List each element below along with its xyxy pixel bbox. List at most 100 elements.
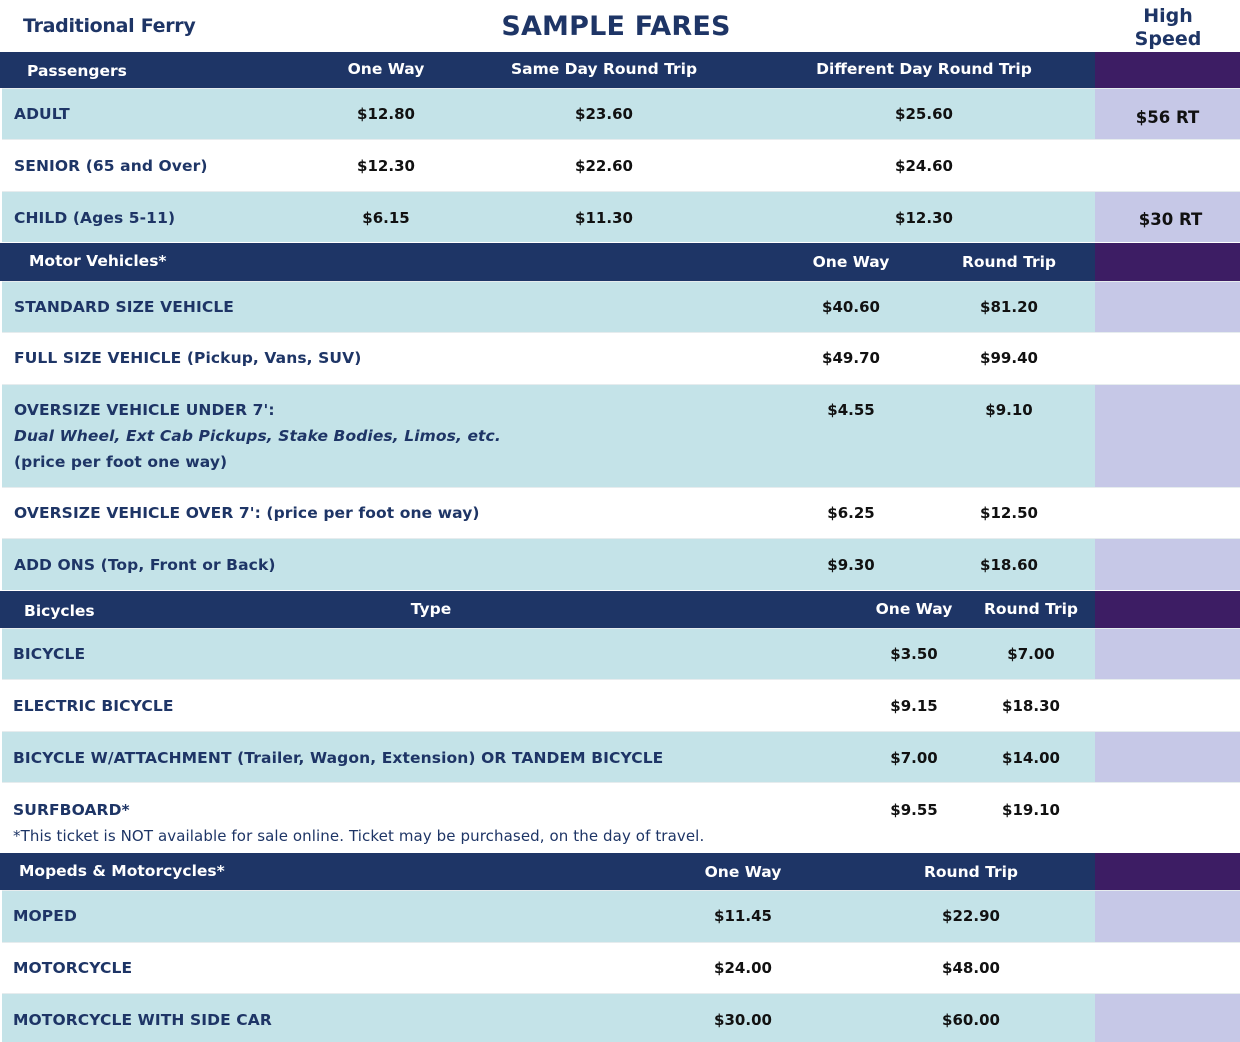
price-different-day-rt: $12.30: [895, 209, 953, 227]
price-round-trip: $22.90: [942, 907, 1000, 925]
motor-vehicles-header: Motor Vehicles* One Way Round Trip: [0, 243, 1240, 281]
column-header-different-day-rt: Different Day Round Trip: [816, 60, 1032, 78]
section-title: Mopeds & Motorcycles*: [19, 862, 225, 880]
page-title: SAMPLE FARES: [501, 11, 731, 42]
row-label: FULL SIZE VEHICLE (Pickup, Vans, SUV): [14, 349, 362, 367]
price-same-day-rt: $11.30: [575, 209, 633, 227]
row-label: MOTORCYCLE WITH SIDE CAR: [13, 1011, 272, 1029]
high-speed-cell: [1095, 282, 1240, 332]
table-row: BICYCLE W/ATTACHMENT (Trailer, Wagon, Ex…: [2, 731, 1240, 782]
row-label: STANDARD SIZE VEHICLE: [14, 298, 234, 316]
row-note: (price per foot one way): [14, 453, 228, 471]
price-round-trip: $19.10: [1002, 801, 1060, 819]
price-one-way: $9.30: [827, 556, 875, 574]
column-header-round-trip: Round Trip: [923, 863, 1019, 881]
high-speed-cell: [1095, 629, 1240, 679]
column-header-round-trip: Round Trip: [961, 253, 1057, 271]
high-speed-cell: [1095, 783, 1240, 853]
price-one-way: $24.00: [714, 959, 772, 977]
bicycles-header: Bicycles Type One Way Round Trip: [0, 591, 1240, 628]
column-header-one-way: One Way: [704, 863, 782, 881]
high-speed-cell: [1095, 140, 1240, 191]
price-one-way: $11.45: [714, 907, 772, 925]
row-sub-label: Dual Wheel, Ext Cab Pickups, Stake Bodie…: [14, 427, 501, 445]
column-header-same-day-rt: Same Day Round Trip: [510, 60, 698, 78]
column-header-one-way: One Way: [875, 600, 953, 618]
high-speed-cell: [1095, 333, 1240, 384]
price-same-day-rt: $23.60: [575, 105, 633, 123]
row-label: OVERSIZE VEHICLE UNDER 7':: [14, 401, 275, 419]
row-label: SENIOR (65 and Over): [14, 157, 208, 175]
high-speed-cell: [1095, 539, 1240, 590]
high-speed-title-line2: Speed: [1134, 28, 1202, 50]
table-row: MOTORCYCLE $24.00 $48.00: [2, 942, 1240, 993]
section-title: Bicycles: [24, 602, 95, 620]
price-one-way: $6.15: [362, 209, 410, 227]
table-row: OVERSIZE VEHICLE OVER 7': (price per foo…: [2, 487, 1240, 538]
high-speed-cell: [1095, 385, 1240, 487]
high-speed-price: $30 RT: [1138, 210, 1203, 229]
high-speed-cell: $30 RT: [1095, 192, 1240, 242]
high-speed-cell: [1095, 732, 1240, 782]
price-one-way: $3.50: [890, 645, 938, 663]
row-label: OVERSIZE VEHICLE OVER 7': (price per foo…: [14, 504, 480, 522]
table-row: MOTORCYCLE WITH SIDE CAR $30.00 $60.00: [2, 993, 1240, 1042]
table-row: OVERSIZE VEHICLE UNDER 7': Dual Wheel, E…: [2, 384, 1240, 487]
price-one-way: $49.70: [822, 349, 880, 367]
high-speed-cell: [1095, 891, 1240, 942]
row-label: ADULT: [14, 105, 70, 123]
high-speed-cell: [1095, 680, 1240, 731]
column-header-one-way: One Way: [347, 60, 425, 78]
high-speed-header-cell: [1095, 853, 1240, 890]
table-row: ELECTRIC BICYCLE $9.15 $18.30: [2, 679, 1240, 731]
table-row: $56 RT ADULT $12.80 $23.60 $25.60: [2, 88, 1240, 139]
row-label: MOTORCYCLE: [13, 959, 133, 977]
table-row: FULL SIZE VEHICLE (Pickup, Vans, SUV) $4…: [2, 332, 1240, 384]
price-one-way: $6.25: [827, 504, 875, 522]
table-row: BICYCLE $3.50 $7.00: [2, 628, 1240, 679]
price-one-way: $40.60: [822, 298, 880, 316]
high-speed-cell: [1095, 488, 1240, 538]
price-one-way: $30.00: [714, 1011, 772, 1029]
table-row: ADD ONS (Top, Front or Back) $9.30 $18.6…: [2, 538, 1240, 590]
price-round-trip: $81.20: [980, 298, 1038, 316]
price-round-trip: $18.60: [980, 556, 1038, 574]
high-speed-title-line1: High: [1143, 5, 1193, 27]
price-different-day-rt: $24.60: [895, 157, 953, 175]
table-row: $30 RT CHILD (Ages 5-11) $6.15 $11.30 $1…: [2, 191, 1240, 242]
section-title: Motor Vehicles*: [29, 252, 167, 270]
price-same-day-rt: $22.60: [575, 157, 633, 175]
mopeds-motorcycles-header: Mopeds & Motorcycles* One Way Round Trip: [0, 853, 1240, 890]
high-speed-price: $56 RT: [1135, 108, 1200, 127]
price-round-trip: $12.50: [980, 504, 1038, 522]
table-row: SURFBOARD* *This ticket is NOT available…: [2, 782, 1240, 853]
price-one-way: $7.00: [890, 749, 938, 767]
row-label: CHILD (Ages 5-11): [14, 209, 176, 227]
price-round-trip: $48.00: [942, 959, 1000, 977]
high-speed-cell: $56 RT: [1095, 89, 1240, 139]
price-round-trip: $60.00: [942, 1011, 1000, 1029]
section-title: Passengers: [27, 62, 127, 80]
page-header: Traditional Ferry SAMPLE FARES High Spee…: [0, 0, 1240, 52]
row-label: BICYCLE: [13, 645, 86, 663]
high-speed-header-cell: [1095, 243, 1240, 281]
table-row: STANDARD SIZE VEHICLE $40.60 $81.20: [2, 281, 1240, 332]
price-round-trip: $7.00: [1007, 645, 1055, 663]
online-sale-note: *This ticket is NOT available for sale o…: [13, 827, 705, 845]
traditional-ferry-title: Traditional Ferry: [23, 15, 196, 37]
price-round-trip: $9.10: [985, 401, 1033, 419]
price-one-way: $4.55: [827, 401, 875, 419]
high-speed-cell: [1095, 994, 1240, 1042]
high-speed-header-cell: [1095, 52, 1240, 88]
high-speed-header-cell: [1095, 591, 1240, 628]
price-one-way: $9.55: [890, 801, 938, 819]
passengers-header: Passengers One Way Same Day Round Trip D…: [0, 52, 1240, 88]
price-round-trip: $99.40: [980, 349, 1038, 367]
column-header-one-way: One Way: [812, 253, 890, 271]
price-one-way: $12.30: [357, 157, 415, 175]
price-different-day-rt: $25.60: [895, 105, 953, 123]
high-speed-cell: [1095, 943, 1240, 993]
table-row: SENIOR (65 and Over) $12.30 $22.60 $24.6…: [2, 139, 1240, 191]
table-row: MOPED $11.45 $22.90: [2, 890, 1240, 942]
column-header-round-trip: Round Trip: [983, 600, 1079, 618]
